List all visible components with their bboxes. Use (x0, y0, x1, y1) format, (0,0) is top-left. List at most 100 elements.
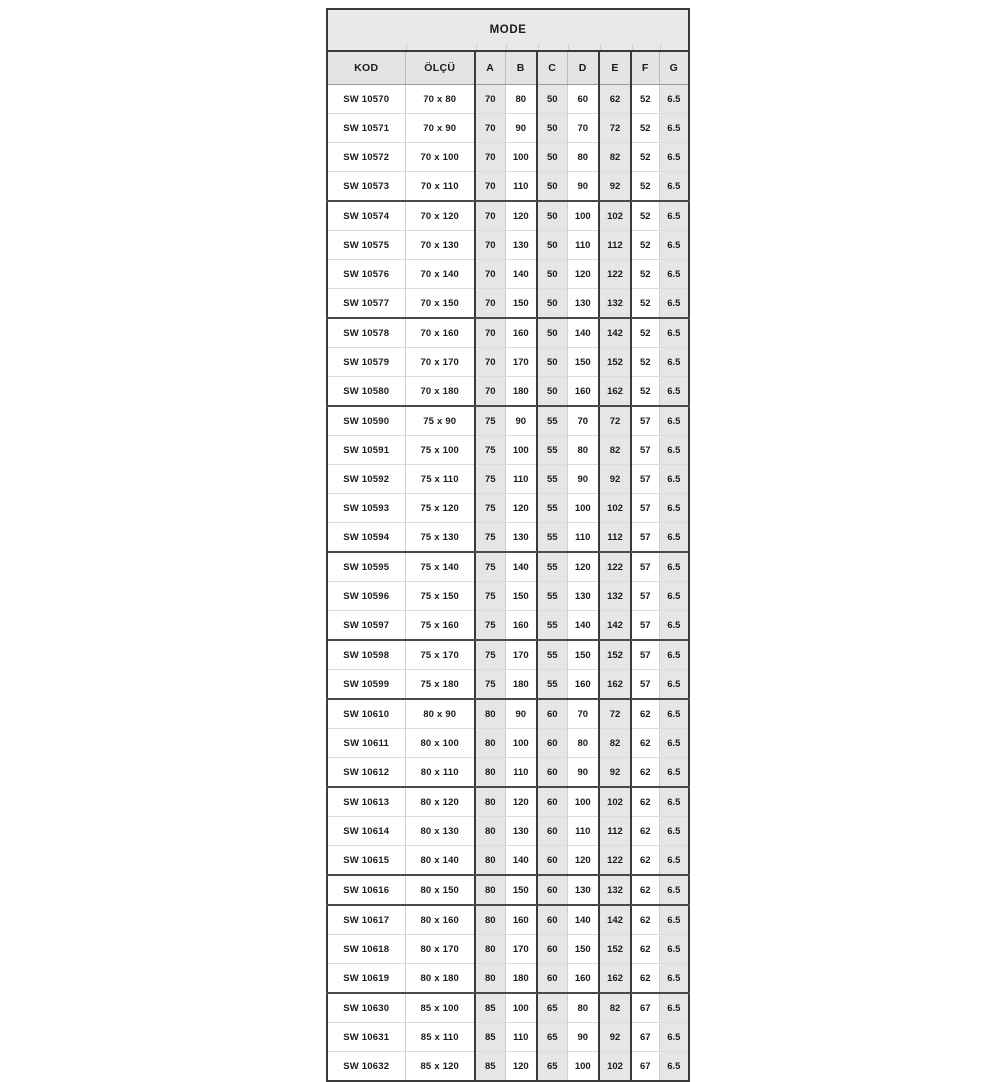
cell-kod: SW 10616 (326, 875, 406, 906)
cell-d: 150 (567, 347, 600, 377)
cell-d: 150 (567, 934, 600, 964)
cell-g: 6.5 (659, 347, 691, 377)
cell-c: 60 (536, 963, 568, 994)
cell-kod: SW 10593 (326, 493, 406, 523)
cell-olcu: 75 x 120 (405, 493, 476, 523)
cell-kod: SW 10615 (326, 845, 406, 876)
cell-g: 6.5 (659, 581, 691, 611)
cell-f: 57 (630, 493, 660, 523)
cell-e: 92 (598, 757, 632, 788)
cell-b: 160 (505, 318, 538, 348)
cell-kod: SW 10594 (326, 522, 406, 553)
cell-b: 180 (505, 376, 538, 407)
cell-c: 50 (536, 347, 568, 377)
cell-kod: SW 10574 (326, 201, 406, 231)
cell-b: 80 (505, 84, 538, 114)
cell-e: 82 (598, 435, 632, 465)
cell-c: 50 (536, 201, 568, 231)
cell-b: 120 (505, 787, 538, 817)
cell-olcu: 80 x 160 (405, 905, 476, 935)
cell-d: 100 (567, 1051, 600, 1082)
cell-d: 80 (567, 728, 600, 758)
cell-d: 120 (567, 259, 600, 289)
cell-e: 112 (598, 816, 632, 846)
table-row: SW 10575 70 x 130 70 130 50 110 112 52 6.5 (326, 230, 691, 260)
cell-d: 70 (567, 406, 600, 436)
cell-kod: SW 10619 (326, 963, 406, 994)
table-row: SW 10597 75 x 160 75 160 55 140 142 57 6.5 (326, 610, 691, 641)
cell-d: 130 (567, 875, 600, 906)
cell-c: 55 (536, 581, 568, 611)
cell-b: 100 (505, 142, 538, 172)
cell-olcu: 85 x 120 (405, 1051, 476, 1082)
column-header-b: B (505, 51, 538, 85)
table-row: SW 10630 85 x 100 85 100 65 80 82 67 6.5 (326, 993, 691, 1023)
cell-kod: SW 10595 (326, 552, 406, 582)
cell-d: 100 (567, 201, 600, 231)
cell-g: 6.5 (659, 699, 691, 729)
table-row: SW 10591 75 x 100 75 100 55 80 82 57 6.5 (326, 435, 691, 465)
cell-c: 60 (536, 816, 568, 846)
cell-g: 6.5 (659, 464, 691, 494)
table-row: SW 10617 80 x 160 80 160 60 140 142 62 6.5 (326, 905, 691, 935)
cell-d: 130 (567, 288, 600, 319)
cell-c: 55 (536, 406, 568, 436)
cell-c: 50 (536, 113, 568, 143)
cell-a: 80 (474, 699, 506, 729)
cell-g: 6.5 (659, 993, 691, 1023)
cell-b: 150 (505, 875, 538, 906)
cell-b: 90 (505, 699, 538, 729)
cell-e: 162 (598, 963, 632, 994)
cell-g: 6.5 (659, 552, 691, 582)
cell-e: 162 (598, 376, 632, 407)
cell-g: 6.5 (659, 963, 691, 994)
cell-c: 55 (536, 610, 568, 641)
cell-kod: SW 10618 (326, 934, 406, 964)
cell-d: 110 (567, 522, 600, 553)
cell-e: 142 (598, 610, 632, 641)
cell-e: 102 (598, 201, 632, 231)
cell-olcu: 75 x 140 (405, 552, 476, 582)
cell-c: 55 (536, 669, 568, 700)
table-title-cell: MODE (325, 8, 691, 52)
cell-g: 6.5 (659, 640, 691, 670)
cell-kod: SW 10580 (326, 376, 406, 407)
cell-e: 142 (598, 318, 632, 348)
cell-a: 70 (474, 230, 506, 260)
cell-c: 60 (536, 875, 568, 906)
cell-f: 62 (630, 934, 660, 964)
cell-g: 6.5 (659, 1022, 691, 1052)
cell-a: 70 (474, 201, 506, 231)
cell-e: 92 (598, 171, 632, 202)
cell-g: 6.5 (659, 493, 691, 523)
cell-c: 55 (536, 464, 568, 494)
cell-g: 6.5 (659, 288, 691, 319)
cell-e: 142 (598, 905, 632, 935)
cell-a: 75 (474, 406, 506, 436)
table-row: SW 10570 70 x 80 70 80 50 60 62 52 6.5 (326, 84, 691, 114)
cell-b: 110 (505, 464, 538, 494)
cell-f: 62 (630, 845, 660, 876)
cell-d: 60 (567, 84, 600, 114)
cell-f: 57 (630, 640, 660, 670)
table-row: SW 10574 70 x 120 70 120 50 100 102 52 6.5 (326, 201, 691, 231)
cell-f: 57 (630, 464, 660, 494)
cell-olcu: 80 x 150 (405, 875, 476, 906)
cell-c: 60 (536, 728, 568, 758)
cell-g: 6.5 (659, 113, 691, 143)
cell-a: 85 (474, 1051, 506, 1082)
cell-olcu: 80 x 90 (405, 699, 476, 729)
cell-a: 70 (474, 288, 506, 319)
table-row: SW 10611 80 x 100 80 100 60 80 82 62 6.5 (326, 728, 691, 758)
cell-kod: SW 10630 (326, 993, 406, 1023)
cell-g: 6.5 (659, 230, 691, 260)
cell-c: 50 (536, 84, 568, 114)
cell-d: 70 (567, 113, 600, 143)
cell-f: 52 (630, 142, 660, 172)
cell-b: 110 (505, 757, 538, 788)
cell-e: 122 (598, 552, 632, 582)
cell-c: 60 (536, 905, 568, 935)
cell-a: 75 (474, 493, 506, 523)
cell-kod: SW 10571 (326, 113, 406, 143)
cell-d: 140 (567, 905, 600, 935)
